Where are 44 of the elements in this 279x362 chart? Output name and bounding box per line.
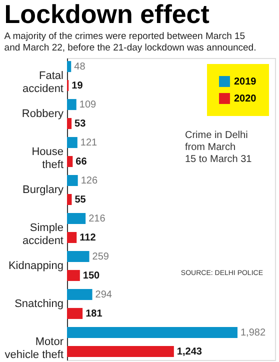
bar xyxy=(67,232,77,243)
data-label: 294 xyxy=(95,289,112,300)
bar xyxy=(67,137,78,148)
data-label: 216 xyxy=(88,213,106,224)
data-label: 181 xyxy=(86,308,103,320)
data-label: 19 xyxy=(72,80,84,92)
bar xyxy=(67,308,83,319)
data-label: 259 xyxy=(92,251,110,262)
data-label: 112 xyxy=(80,232,96,244)
legend-label: 2019 xyxy=(234,76,257,88)
y-tick-label: Fatal accident xyxy=(22,70,64,96)
data-label: 1,982 xyxy=(240,327,266,338)
data-label: 48 xyxy=(74,62,86,73)
data-label: 66 xyxy=(76,156,88,168)
data-label: 121 xyxy=(80,138,98,149)
bar xyxy=(67,99,76,110)
data-label: 53 xyxy=(74,118,86,130)
chart-subtitle: A majority of the crimes were reported between March 15 and March 22, before the 21-day lockdown was announced. xyxy=(4,31,256,54)
bar xyxy=(67,175,78,186)
bar xyxy=(67,61,72,72)
bar xyxy=(67,212,86,224)
bar xyxy=(67,326,238,338)
bar xyxy=(67,118,72,130)
data-label: 109 xyxy=(79,100,96,111)
data-label: 126 xyxy=(80,176,98,187)
annotation: Crime in Delhi from March 15 to March 31 xyxy=(185,130,252,165)
data-label: 1,243 xyxy=(176,346,202,358)
chart-title: Lockdown effect xyxy=(4,0,210,29)
y-tick-label: Robbery xyxy=(22,108,64,120)
y-tick-label: Simple accident xyxy=(22,222,64,247)
legend-label: 2020 xyxy=(234,94,257,104)
y-tick-label: Motor vehicle theft xyxy=(4,336,64,361)
bar xyxy=(67,288,92,300)
y-tick-label: House theft xyxy=(32,146,64,172)
bar xyxy=(67,156,73,168)
bar xyxy=(67,270,80,281)
bar xyxy=(67,346,174,357)
bar xyxy=(67,194,72,206)
data-label: 55 xyxy=(74,194,86,206)
bar xyxy=(67,250,90,262)
data-label: 150 xyxy=(82,270,100,282)
y-tick-label: Snatching xyxy=(14,298,64,310)
y-tick-label: Burglary xyxy=(22,184,64,196)
y-tick-label: Kidnapping xyxy=(8,260,64,272)
